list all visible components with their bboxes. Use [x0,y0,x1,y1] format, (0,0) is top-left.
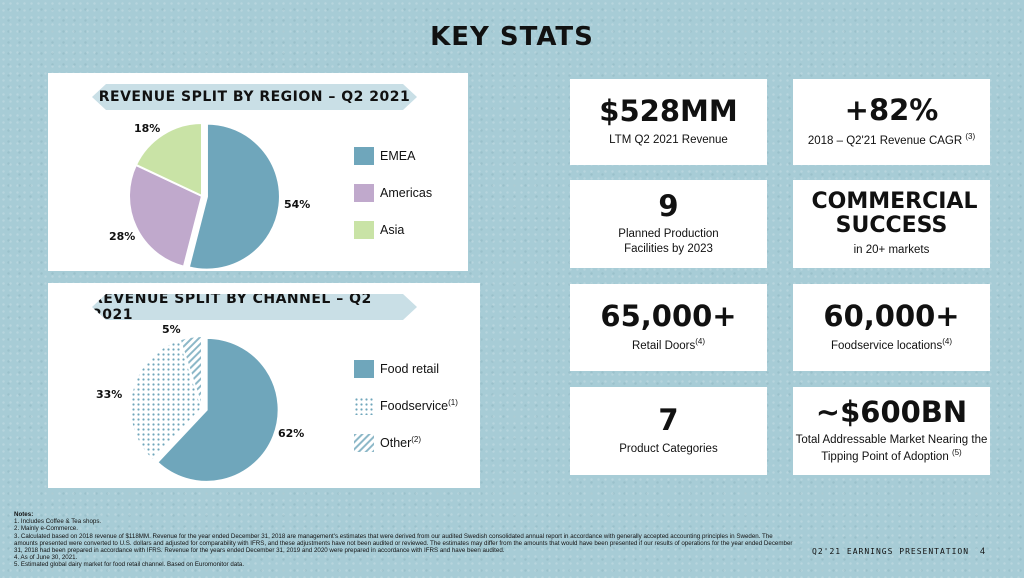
legend-item-emea: EMEA [354,146,432,166]
region-pct-americas: 28% [109,230,136,243]
stat-label-cagr-text: 2018 – Q2'21 Revenue CAGR [807,134,963,147]
legend-label-other: Other(2) [380,435,421,450]
legend-label-other-text: Other [380,436,412,451]
stat-label-revenue-text: LTM Q2 2021 Revenue [609,133,728,146]
pie-slice-emea [187,122,281,271]
footnote-4: 4. As of June 30, 2021. [14,554,78,562]
region-pct-emea: 54% [284,198,311,211]
legend-label-foodservice-text: Foodservice [380,399,449,414]
channel-pct-other: 5% [162,323,181,336]
stat-value-categories: 7 [658,403,679,438]
stat-label-retail-doors: Retail Doors(4) [632,337,705,354]
stat-label-commercial: in 20+ markets [854,243,930,258]
legend-sup-other: (2) [411,435,422,445]
channel-pie-chart [129,334,278,483]
footer-label: Q2'21 EARNINGS PRESENTATION [812,547,970,556]
legend-swatch-asia [354,221,374,239]
region-legend: EMEA Americas Asia [354,146,432,257]
pie-slice-americas [128,163,204,268]
stat-value-commercial: COMMERCIAL SUCCESS [811,189,978,238]
footnote-1: 1. Includes Coffee & Tea shops. [14,518,102,526]
stat-card-revenue: $528MM LTM Q2 2021 Revenue [570,79,767,165]
stat-label-foodservice: Foodservice locations(4) [831,337,952,354]
stat-card-cagr: +82% 2018 – Q2'21 Revenue CAGR (3) [793,79,990,165]
channel-legend: Food retail Foodservice(1) Other(2) [354,359,458,470]
stat-label-tam-text: Total Addressable Market Nearing the Tip… [795,434,988,464]
legend-swatch-emea [354,147,374,165]
stat-label-categories: Product Categories [619,442,717,457]
legend-item-food-retail: Food retail [354,359,458,379]
channel-panel-heading: REVENUE SPLIT BY CHANNEL – Q2 2021 [92,294,417,320]
stat-value-tam: ~$600BN [815,394,968,429]
legend-sup-foodservice: (1) [448,398,458,408]
footnotes-title: Notes: [14,511,34,518]
legend-swatch-other [354,434,374,452]
stat-label-tam: Total Addressable Market Nearing the Tip… [794,433,990,465]
page-number: 4 [980,546,986,556]
stat-label-categories-text: Product Categories [619,442,718,455]
legend-label-food-retail: Food retail [380,362,440,376]
page-title: KEY STATS [430,22,594,52]
stat-label-foodservice-text: Foodservice locations [830,340,943,353]
legend-swatch-food-retail [354,360,374,378]
stat-card-categories: 7 Product Categories [570,387,767,475]
stat-card-foodservice: 60,000+ Foodservice locations(4) [793,284,990,371]
stat-sup-cagr: (3) [965,131,976,141]
region-pie-chart [128,121,281,271]
stat-sup-tam: (5) [951,448,962,458]
legend-item-other: Other(2) [354,433,458,453]
stat-card-facilities: 9 Planned Production Facilities by 2023 [570,180,767,268]
stat-card-tam: ~$600BN Total Addressable Market Nearing… [793,387,990,475]
stat-value-foodservice: 60,000+ [823,298,960,333]
legend-item-asia: Asia [354,220,432,240]
region-panel-heading: REVENUE SPLIT BY REGION – Q2 2021 [92,84,417,110]
region-pct-asia: 18% [134,122,161,135]
channel-pct-food-retail: 62% [278,427,305,440]
stat-label-facilities-text: Planned Production Facilities by 2023 [618,228,719,256]
footnote-3: 3. Calculated based on 2018 revenue of $… [14,532,793,555]
legend-label-foodservice: Foodservice(1) [380,398,458,413]
pie-slice-foodservice [129,338,204,462]
legend-item-foodservice: Foodservice(1) [354,396,458,416]
stat-label-retail-doors-text: Retail Doors [631,340,696,353]
legend-swatch-foodservice [354,397,374,415]
pie-slice-other [178,334,203,409]
footnote-2: 2. Mainly e-Commerce. [14,525,78,533]
stat-value-retail-doors: 65,000+ [600,298,737,333]
stat-label-commercial-text: in 20+ markets [853,243,930,256]
stat-card-retail-doors: 65,000+ Retail Doors(4) [570,284,767,371]
stat-value-facilities: 9 [658,188,679,223]
pie-slice-food-retail [155,336,278,483]
stat-label-revenue: LTM Q2 2021 Revenue [609,133,728,148]
channel-pct-foodservice: 33% [96,388,123,401]
legend-label-americas: Americas [380,186,433,200]
stat-sup-foodservice: (4) [942,337,952,347]
legend-item-americas: Americas [354,183,432,203]
stat-label-facilities: Planned Production Facilities by 2023 [609,227,729,257]
stat-card-commercial: COMMERCIAL SUCCESS in 20+ markets [793,180,990,268]
stat-value-cagr: +82% [844,93,939,128]
footnote-5: 5. Estimated global dairy market for foo… [14,561,245,569]
legend-swatch-americas [354,184,374,202]
legend-label-asia: Asia [380,223,405,237]
footnotes: Notes: 1. Includes Coffee & Tea shops. 2… [14,511,794,569]
stat-label-cagr: 2018 – Q2'21 Revenue CAGR (3) [808,132,975,149]
stat-sup-retail-doors: (4) [695,337,706,347]
legend-label-emea: EMEA [380,149,416,163]
stat-value-revenue: $528MM [599,94,738,129]
pie-slice-asia [134,121,203,198]
